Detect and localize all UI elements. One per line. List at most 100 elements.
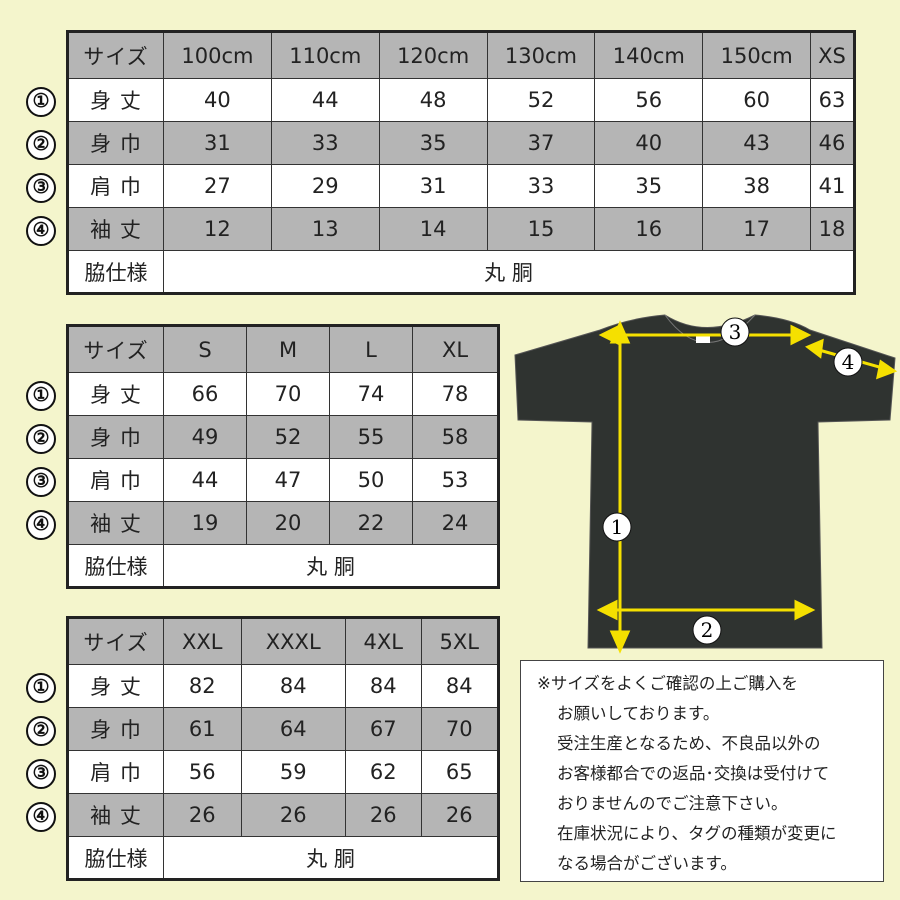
table-cell: 60	[702, 78, 812, 122]
table-cell: 40	[163, 78, 272, 122]
table-cell: 55	[329, 415, 413, 459]
table-cell: 65	[420, 750, 499, 794]
row-label: 身 巾	[67, 707, 164, 751]
row-marker: ②	[26, 424, 56, 454]
table-cell: 52	[486, 78, 596, 122]
size-header: 150cm	[702, 31, 812, 79]
table-cell: 82	[163, 664, 242, 708]
table-cell: 67	[344, 707, 422, 751]
measure-label-3: 3	[729, 320, 742, 344]
table-cell: 26	[240, 793, 346, 837]
row-label: 身 丈	[67, 664, 164, 708]
table-cell: 37	[486, 121, 596, 165]
row-marker: ④	[26, 510, 56, 540]
size-header: XS	[810, 31, 855, 79]
table-cell: 29	[270, 164, 380, 208]
table-cell: 41	[810, 164, 855, 208]
row-label: 身 巾	[67, 121, 164, 165]
table-cell: 70	[246, 372, 330, 416]
table-cell: 24	[412, 501, 499, 545]
row-label: 袖 丈	[67, 207, 164, 251]
row-label: 肩 巾	[67, 458, 164, 502]
table-cell: 84	[344, 664, 422, 708]
table-cell: 20	[246, 501, 330, 545]
table-cell: 84	[420, 664, 499, 708]
row-marker: ③	[26, 467, 56, 497]
row-marker: ①	[26, 381, 56, 411]
table-cell: 56	[594, 78, 704, 122]
note-line: なる場合がございます。	[557, 854, 737, 873]
table-cell: 22	[329, 501, 413, 545]
size-header: 5XL	[420, 617, 499, 665]
table-cell: 74	[329, 372, 413, 416]
table-cell: 18	[810, 207, 855, 251]
table-cell: 56	[163, 750, 242, 794]
table-cell: 16	[594, 207, 704, 251]
size-header: 140cm	[594, 31, 704, 79]
table-cell: 47	[246, 458, 330, 502]
note-line: 在庫状況により、タグの種類が変更に	[557, 824, 837, 843]
table-cell: 33	[486, 164, 596, 208]
table-cell: 27	[163, 164, 272, 208]
size-table: サイズ XXL XXXL 4XL 5XL 身 丈 82 84 84 84 身 巾 61 64 67 70 肩 …	[66, 616, 500, 881]
size-header: M	[246, 325, 330, 373]
size-header: 100cm	[163, 31, 272, 79]
note-line: ※サイズをよくご確認の上ご購入を	[537, 674, 798, 693]
measure-label-4: 4	[842, 350, 855, 374]
table-cell: 44	[163, 458, 247, 502]
row-marker: ①	[26, 673, 56, 703]
table-cell: 49	[163, 415, 247, 459]
tshirt-diagram: 3 4 1 2	[514, 314, 898, 654]
size-header: 120cm	[378, 31, 488, 79]
row-marker: ①	[26, 87, 56, 117]
row-label: 肩 巾	[67, 750, 164, 794]
size-header: 110cm	[270, 31, 380, 79]
header-label: サイズ	[67, 617, 164, 665]
table-cell: 44	[270, 78, 380, 122]
table-cell: 31	[378, 164, 488, 208]
table-cell: 50	[329, 458, 413, 502]
table-cell: 33	[270, 121, 380, 165]
table-cell: 53	[412, 458, 499, 502]
measure-label-1: 1	[611, 515, 624, 539]
table-cell: 43	[702, 121, 812, 165]
table-cell: 35	[378, 121, 488, 165]
size-header: XXXL	[240, 617, 346, 665]
note-line: 受注生産となるため、不良品以外の	[557, 734, 821, 753]
table-cell: 35	[594, 164, 704, 208]
header-label: サイズ	[67, 31, 164, 79]
table-cell: 15	[486, 207, 596, 251]
side-value: 丸 胴	[163, 544, 499, 588]
row-label: 身 丈	[67, 372, 164, 416]
row-label: 身 丈	[67, 78, 164, 122]
table-cell: 38	[702, 164, 812, 208]
side-value: 丸 胴	[163, 836, 499, 880]
note-line: お客様都合での返品･交換は受付けて	[557, 764, 830, 783]
row-marker: ④	[26, 216, 56, 246]
table-cell: 26	[420, 793, 499, 837]
header-label: サイズ	[67, 325, 164, 373]
row-marker: ②	[26, 130, 56, 160]
table-cell: 62	[344, 750, 422, 794]
table-cell: 78	[412, 372, 499, 416]
row-label: 脇仕様	[67, 836, 164, 880]
size-table: サイズ S M L XL 身 丈 66 70 74 78 身 巾 49 52 55 58 肩 巾 44 47 50 5…	[66, 324, 500, 589]
size-header: S	[163, 325, 247, 373]
size-header: XL	[412, 325, 499, 373]
notice-box: ※サイズをよくご確認の上ご購入を お願いしております。 受注生産となるため、不良…	[520, 660, 884, 882]
table-cell: 70	[420, 707, 499, 751]
table-cell: 14	[378, 207, 488, 251]
table-cell: 48	[378, 78, 488, 122]
row-label: 身 巾	[67, 415, 164, 459]
table-cell: 26	[344, 793, 422, 837]
table-cell: 31	[163, 121, 272, 165]
row-marker: ③	[26, 173, 56, 203]
table-cell: 84	[240, 664, 346, 708]
note-line: お願いしております。	[557, 704, 720, 723]
size-table: サイズ 100cm 110cm 120cm 130cm 140cm 150cm XS 身 丈 40…	[66, 30, 856, 295]
measure-label-2: 2	[701, 618, 714, 642]
table-cell: 19	[163, 501, 247, 545]
table-cell: 52	[246, 415, 330, 459]
side-value: 丸 胴	[163, 250, 855, 294]
table-cell: 59	[240, 750, 346, 794]
